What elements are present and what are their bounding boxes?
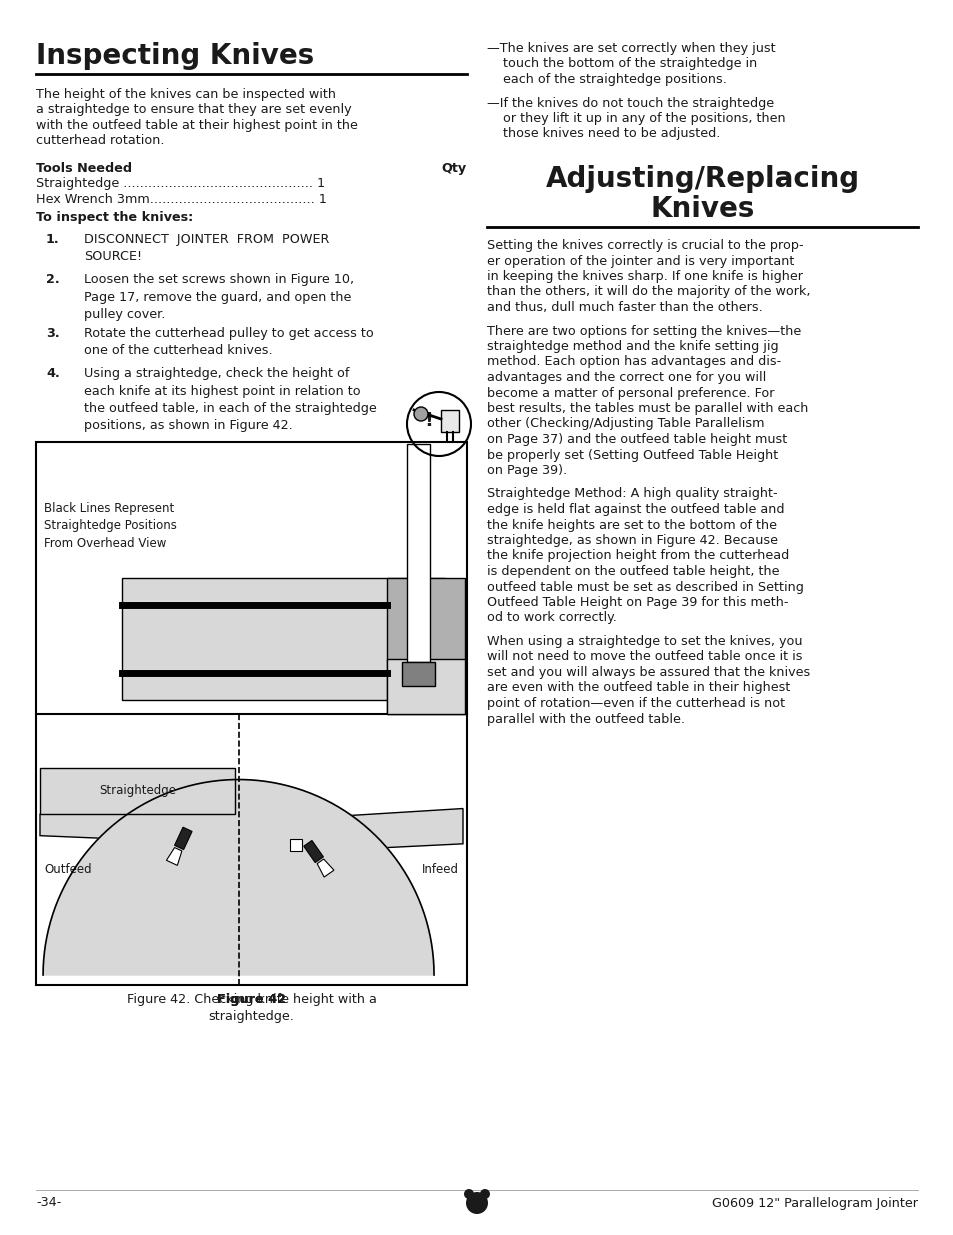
Text: is dependent on the outfeed table height, the: is dependent on the outfeed table height…	[486, 564, 779, 578]
Text: advantages and the correct one for you will: advantages and the correct one for you w…	[486, 370, 765, 384]
Text: 4.: 4.	[46, 367, 60, 380]
Text: Tools Needed: Tools Needed	[36, 162, 132, 175]
Circle shape	[479, 1189, 490, 1199]
Text: in keeping the knives sharp. If one knife is higher: in keeping the knives sharp. If one knif…	[486, 270, 802, 283]
Text: on Page 37) and the outfeed table height must: on Page 37) and the outfeed table height…	[486, 433, 786, 446]
Bar	[387, 578, 464, 714]
Bar	[406, 445, 430, 662]
Text: those knives need to be adjusted.: those knives need to be adjusted.	[502, 127, 720, 141]
Text: set and you will always be assured that the knives: set and you will always be assured that …	[486, 666, 809, 679]
Text: 2.: 2.	[46, 273, 59, 287]
Text: Black Lines Represent
Straightedge Positions
From Overhead View: Black Lines Represent Straightedge Posit…	[44, 501, 176, 550]
Text: with the outfeed table at their highest point in the: with the outfeed table at their highest …	[36, 119, 357, 132]
Polygon shape	[166, 847, 182, 866]
Text: Outfeed: Outfeed	[44, 863, 91, 876]
Text: the knife projection height from the cutterhead: the knife projection height from the cut…	[486, 550, 788, 562]
Text: Loosen the set screws shown in Figure 10,
Page 17, remove the guard, and open th: Loosen the set screws shown in Figure 10…	[84, 273, 354, 321]
Text: Straightedge .............................................. 1: Straightedge ...........................…	[36, 178, 325, 190]
Text: There are two options for setting the knives—the: There are two options for setting the kn…	[486, 325, 801, 337]
Polygon shape	[316, 860, 334, 877]
Text: become a matter of personal preference. For: become a matter of personal preference. …	[486, 387, 774, 399]
Text: —The knives are set correctly when they just: —The knives are set correctly when they …	[486, 42, 775, 56]
Text: DISCONNECT  JOINTER  FROM  POWER
SOURCE!: DISCONNECT JOINTER FROM POWER SOURCE!	[84, 233, 329, 263]
Polygon shape	[40, 814, 234, 844]
Text: To inspect the knives:: To inspect the knives:	[36, 211, 193, 224]
Text: Inspecting Knives: Inspecting Knives	[36, 42, 314, 70]
Text: best results, the tables must be parallel with each: best results, the tables must be paralle…	[486, 403, 807, 415]
Text: Straightedge: Straightedge	[99, 784, 175, 798]
Circle shape	[414, 408, 428, 421]
Text: Rotate the cutterhead pulley to get access to
one of the cutterhead knives.: Rotate the cutterhead pulley to get acce…	[84, 327, 374, 357]
Text: 1.: 1.	[46, 233, 59, 246]
Text: Adjusting/Replacing: Adjusting/Replacing	[545, 165, 859, 193]
Text: G0609 12" Parallelogram Jointer: G0609 12" Parallelogram Jointer	[711, 1197, 917, 1209]
Text: each of the straightedge positions.: each of the straightedge positions.	[502, 73, 726, 86]
Text: and thus, dull much faster than the others.: and thus, dull much faster than the othe…	[486, 301, 762, 314]
Text: Qty: Qty	[441, 162, 467, 175]
Text: straightedge method and the knife setting jig: straightedge method and the knife settin…	[486, 340, 778, 353]
Text: !: !	[424, 410, 433, 430]
Text: point of rotation—even if the cutterhead is not: point of rotation—even if the cutterhead…	[486, 697, 784, 710]
Bar	[440, 410, 458, 432]
Text: Using a straightedge, check the height of
each knife at its highest point in rel: Using a straightedge, check the height o…	[84, 367, 376, 432]
Text: straightedge, as shown in Figure 42. Because: straightedge, as shown in Figure 42. Bec…	[486, 534, 778, 547]
Text: other (Checking/Adjusting Table Parallelism: other (Checking/Adjusting Table Parallel…	[486, 417, 763, 431]
Text: Setting the knives correctly is crucial to the prop-: Setting the knives correctly is crucial …	[486, 240, 802, 252]
Circle shape	[465, 1192, 488, 1214]
Text: Figure 42. Checking knife height with a
straightedge.: Figure 42. Checking knife height with a …	[127, 993, 376, 1023]
Text: Infeed: Infeed	[421, 863, 458, 876]
Text: -34-: -34-	[36, 1197, 61, 1209]
Bar	[401, 662, 435, 687]
Polygon shape	[303, 841, 323, 862]
Text: Figure 42: Figure 42	[216, 993, 286, 1007]
Text: 3.: 3.	[46, 327, 59, 340]
Text: will not need to move the outfeed table once it is: will not need to move the outfeed table …	[486, 651, 801, 663]
Text: a straightedge to ensure that they are set evenly: a straightedge to ensure that they are s…	[36, 104, 352, 116]
Text: edge is held flat against the outfeed table and: edge is held flat against the outfeed ta…	[486, 503, 783, 516]
Text: are even with the outfeed table in their highest: are even with the outfeed table in their…	[486, 682, 789, 694]
Text: the knife heights are set to the bottom of the: the knife heights are set to the bottom …	[486, 519, 776, 531]
Bar	[40, 768, 234, 814]
Text: Hex Wrench 3mm........................................ 1: Hex Wrench 3mm..........................…	[36, 193, 327, 206]
Text: than the others, it will do the majority of the work,: than the others, it will do the majority…	[486, 285, 810, 299]
Text: —If the knives do not touch the straightedge: —If the knives do not touch the straight…	[486, 96, 773, 110]
Text: parallel with the outfeed table.: parallel with the outfeed table.	[486, 713, 684, 725]
Text: Figure 42. Checking knife height with a: Figure 42. Checking knife height with a	[127, 993, 376, 1007]
Text: method. Each option has advantages and dis-: method. Each option has advantages and d…	[486, 356, 781, 368]
Text: The height of the knives can be inspected with: The height of the knives can be inspecte…	[36, 88, 335, 101]
Text: Outfeed Table Height on Page 39 for this meth-: Outfeed Table Height on Page 39 for this…	[486, 597, 788, 609]
Text: or they lift it up in any of the positions, then: or they lift it up in any of the positio…	[502, 112, 785, 125]
Bar	[122, 578, 445, 700]
Text: cutterhead rotation.: cutterhead rotation.	[36, 135, 164, 147]
Text: od to work correctly.: od to work correctly.	[486, 611, 617, 625]
Text: When using a straightedge to set the knives, you: When using a straightedge to set the kni…	[486, 635, 801, 648]
Circle shape	[463, 1189, 474, 1199]
Text: Knives: Knives	[650, 195, 754, 224]
Text: touch the bottom of the straightedge in: touch the bottom of the straightedge in	[502, 58, 757, 70]
Text: be properly set (Setting Outfeed Table Height: be properly set (Setting Outfeed Table H…	[486, 448, 778, 462]
Bar	[387, 659, 464, 714]
Text: outfeed table must be set as described in Setting: outfeed table must be set as described i…	[486, 580, 803, 594]
Bar	[36, 442, 467, 986]
Text: er operation of the jointer and is very important: er operation of the jointer and is very …	[486, 254, 794, 268]
Text: Straightedge Method: A high quality straight-: Straightedge Method: A high quality stra…	[486, 488, 777, 500]
Polygon shape	[174, 827, 192, 850]
Text: Figure 42: Figure 42	[216, 993, 286, 1007]
Polygon shape	[43, 779, 434, 974]
Text: on Page 39).: on Page 39).	[486, 464, 566, 477]
Polygon shape	[242, 809, 462, 855]
Bar	[290, 840, 302, 851]
